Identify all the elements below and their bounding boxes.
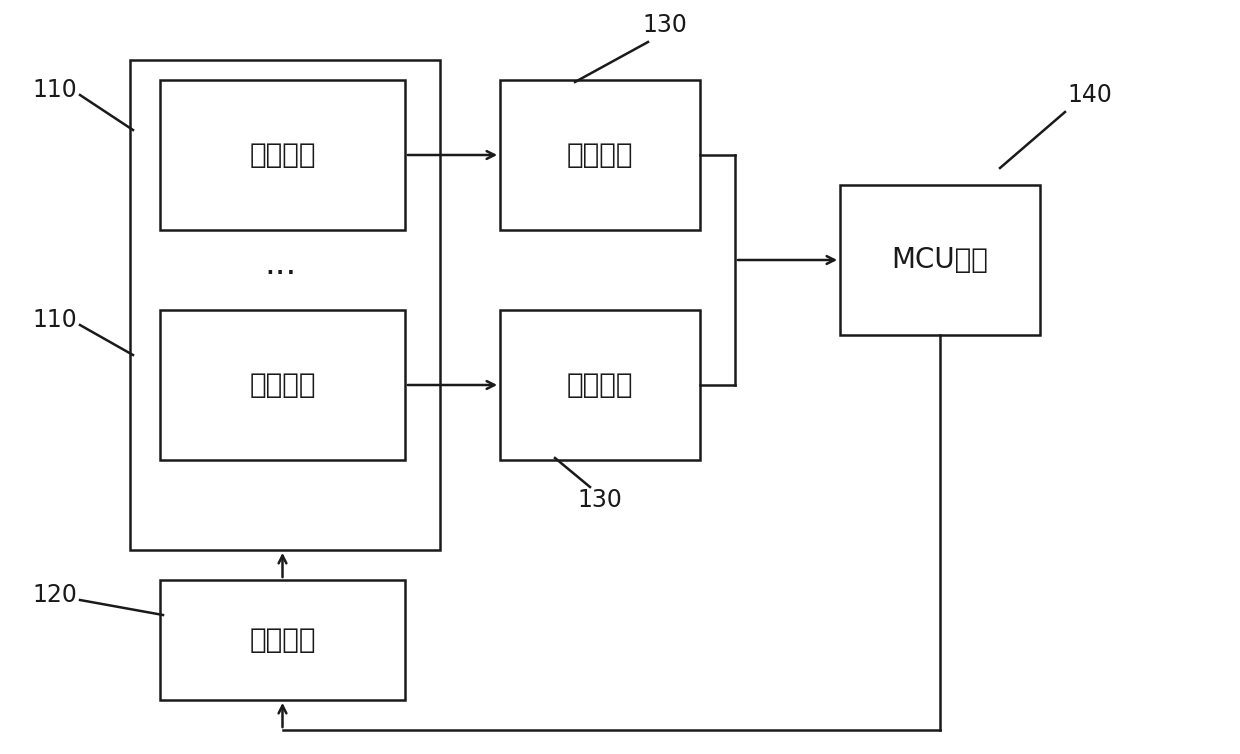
Text: 130: 130 xyxy=(642,13,687,37)
Text: 控制模块: 控制模块 xyxy=(249,626,316,654)
Text: 检测模块: 检测模块 xyxy=(249,371,316,399)
Bar xyxy=(130,60,440,550)
Text: 130: 130 xyxy=(578,488,622,512)
Bar xyxy=(839,185,1040,335)
Text: 110: 110 xyxy=(32,308,77,332)
Bar xyxy=(500,80,701,230)
Text: 140: 140 xyxy=(1068,83,1112,107)
Bar xyxy=(500,310,701,460)
Text: 检测模块: 检测模块 xyxy=(249,141,316,169)
Bar xyxy=(160,580,405,700)
Text: MCU单元: MCU单元 xyxy=(892,246,988,274)
Bar xyxy=(160,80,405,230)
Bar xyxy=(160,310,405,460)
Text: 采集模块: 采集模块 xyxy=(567,371,634,399)
Text: ...: ... xyxy=(264,249,296,281)
Text: 采集模块: 采集模块 xyxy=(567,141,634,169)
Text: 120: 120 xyxy=(32,583,77,607)
Text: 110: 110 xyxy=(32,78,77,102)
